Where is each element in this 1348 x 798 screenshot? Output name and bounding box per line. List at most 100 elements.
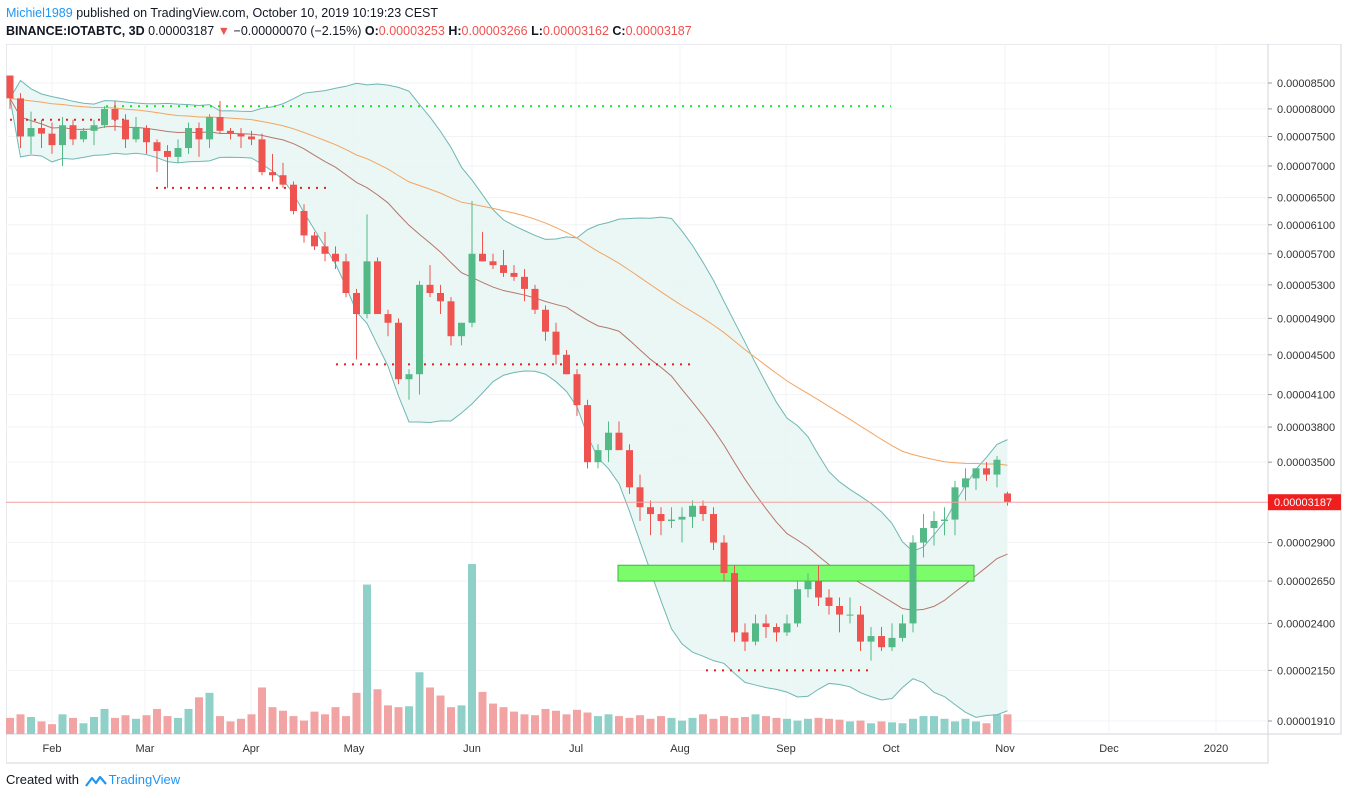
candle-body [605, 432, 612, 451]
volume-bar [132, 718, 140, 734]
volume-bar [552, 710, 560, 734]
volume-bar [331, 707, 340, 734]
candle-body [174, 148, 182, 157]
candle [857, 605, 864, 651]
publish-info: published on TradingView.com, October 10… [76, 6, 439, 20]
y-tick-label: 0.00004500 [1277, 350, 1335, 362]
candle [668, 507, 675, 529]
volume-bar [751, 714, 760, 734]
candle-body [531, 288, 539, 310]
candle-body [773, 626, 780, 633]
volume-bar [709, 718, 718, 734]
candle-body [951, 487, 959, 520]
volume-bar [48, 724, 56, 734]
x-tick-label: Mar [136, 743, 155, 755]
volume-bar [961, 718, 970, 734]
volume-bar [457, 705, 466, 734]
candle-body [573, 374, 581, 406]
candle [437, 284, 444, 315]
bollinger-lower-line [9, 98, 1008, 718]
volume-bar [247, 714, 256, 734]
x-tick-label: Nov [995, 743, 1015, 755]
candle [185, 122, 192, 154]
volume-bar [27, 717, 35, 734]
candle [143, 125, 150, 154]
candle [657, 507, 665, 536]
volume-bar [415, 672, 424, 734]
tradingview-brand[interactable]: TradingView [108, 772, 181, 787]
volume-bar [667, 717, 676, 734]
candle-body [825, 597, 833, 606]
candle-body [720, 542, 728, 574]
chart-frame[interactable]: 0.00008500 0.00008000 0.00007500 0.00007000… [6, 44, 1342, 764]
candle-body [909, 542, 917, 624]
candle [773, 623, 780, 642]
candle [794, 581, 801, 627]
candle-body [80, 130, 87, 140]
y-tick-label: 0.00002400 [1277, 618, 1335, 630]
candle [521, 269, 528, 302]
candle-body [195, 128, 203, 140]
close-label: C: [612, 24, 626, 38]
candle [920, 514, 927, 558]
candle [353, 288, 360, 360]
last-price-tag [1268, 494, 1341, 511]
volume-bar [69, 717, 77, 734]
candle-body [888, 637, 896, 648]
tradingview-logo-icon [84, 775, 107, 787]
bollinger-upper-line [9, 79, 1008, 552]
price-axis [1267, 44, 1342, 735]
candle [909, 535, 917, 633]
chart-header: Michiel1989 published on TradingView.com… [6, 4, 692, 40]
candle [542, 305, 549, 341]
candle-body [878, 636, 885, 648]
volume-bar [174, 717, 182, 734]
support-zone [617, 564, 975, 582]
x-tick-label: Aug [670, 743, 690, 755]
volume-bar [909, 718, 917, 734]
price-chart[interactable]: 0.00008500 0.00008000 0.00007500 0.00007000… [6, 44, 1342, 764]
candle [69, 119, 77, 146]
candle [6, 75, 14, 109]
candle-body [69, 125, 77, 140]
candle-body [804, 581, 812, 590]
candle [584, 399, 591, 469]
candle [174, 139, 182, 163]
candle [983, 462, 990, 481]
volume-bar [499, 707, 508, 734]
volume-bar [436, 695, 445, 734]
candle-body [479, 253, 486, 262]
author-link[interactable]: Michiel1989 [6, 6, 73, 20]
candle-body [122, 119, 129, 140]
candle [479, 231, 486, 262]
time-axis [6, 733, 1269, 764]
candle-body [416, 284, 423, 375]
volume-bar [898, 723, 907, 734]
candle-body [279, 175, 287, 185]
candle-body [500, 265, 507, 273]
candle-body [941, 519, 948, 521]
volume-bar [226, 721, 235, 734]
candle [216, 100, 224, 134]
candle [395, 318, 402, 385]
candle [888, 623, 896, 651]
volume-bar [951, 721, 959, 734]
volume-bar [982, 723, 991, 734]
x-tick-label: Feb [43, 743, 62, 755]
candle [941, 507, 948, 536]
y-tick-label: 0.00004100 [1277, 390, 1335, 402]
volume-bar [342, 716, 350, 734]
x-tick-label: Oct [882, 743, 899, 755]
volume-bar [625, 717, 634, 734]
candle [636, 474, 644, 521]
candle-body [857, 614, 864, 642]
x-tick-label: Jun [463, 743, 481, 755]
candle-body [164, 150, 171, 157]
candle-body [867, 636, 875, 642]
candle [804, 573, 812, 598]
open-value: 0.00003253 [378, 24, 445, 38]
volume-bar [478, 691, 487, 734]
candle-body [153, 142, 161, 151]
candle-body [594, 450, 602, 463]
volume-bar [216, 716, 224, 734]
